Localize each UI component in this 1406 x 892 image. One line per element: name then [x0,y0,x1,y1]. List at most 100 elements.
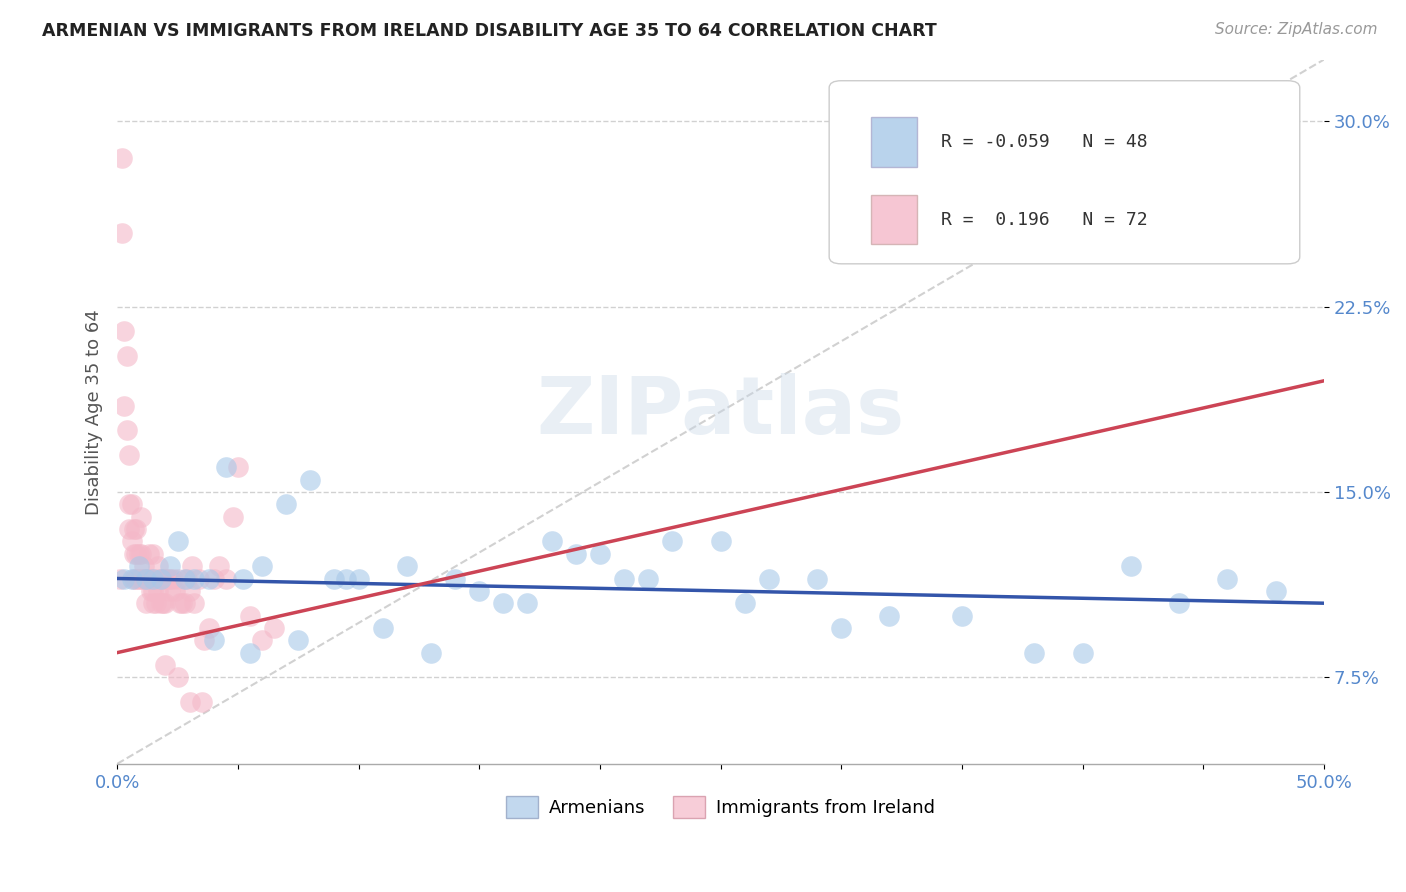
Text: Source: ZipAtlas.com: Source: ZipAtlas.com [1215,22,1378,37]
Point [142,596,165,610]
Point [132,572,155,586]
Point [347,572,370,586]
Point [132,559,155,574]
Point [263,621,285,635]
Point [830,621,852,635]
Point [166,534,188,549]
Point [112,325,135,339]
Point [166,572,188,586]
Point [589,547,612,561]
Point [125,547,148,561]
Point [128,547,150,561]
Point [159,559,181,574]
Point [149,596,172,610]
Text: R =  0.196   N = 72: R = 0.196 N = 72 [942,211,1149,228]
Point [207,559,229,574]
FancyBboxPatch shape [872,117,917,167]
Point [250,559,273,574]
Point [131,547,153,561]
Point [758,572,780,586]
Point [239,608,262,623]
Point [879,608,901,623]
Point [135,572,157,586]
Point [148,559,170,574]
Point [155,657,177,672]
Point [492,596,515,610]
Point [1071,646,1094,660]
Point [112,399,135,413]
Point [419,646,441,660]
Point [179,695,201,709]
Point [709,534,731,549]
Point [1264,583,1286,598]
Point [122,572,145,586]
Point [1119,559,1142,574]
Point [215,460,238,475]
Point [1024,646,1046,660]
Point [148,583,170,598]
Point [444,572,467,586]
Point [239,646,262,660]
FancyBboxPatch shape [830,81,1299,264]
Point [138,572,160,586]
Point [112,572,135,586]
Point [159,583,181,598]
Point [118,522,141,536]
Point [142,583,165,598]
Point [152,572,174,586]
FancyBboxPatch shape [872,195,917,244]
Point [159,572,181,586]
Point [121,572,143,586]
Point [169,596,191,610]
Y-axis label: Disability Age 35 to 64: Disability Age 35 to 64 [86,309,103,515]
Point [183,572,205,586]
Point [250,633,273,648]
Point [202,633,225,648]
Text: ZIPatlas: ZIPatlas [537,373,904,450]
Point [734,596,756,610]
Point [950,608,973,623]
Point [173,572,195,586]
Text: ARMENIAN VS IMMIGRANTS FROM IRELAND DISABILITY AGE 35 TO 64 CORRELATION CHART: ARMENIAN VS IMMIGRANTS FROM IRELAND DISA… [42,22,936,40]
Point [198,621,221,635]
Point [121,534,143,549]
Point [139,583,162,598]
Point [152,596,174,610]
Point [149,572,172,586]
Point [135,596,157,610]
Point [181,559,204,574]
Point [1216,572,1239,586]
Point [131,509,153,524]
Point [111,226,134,240]
Point [371,621,394,635]
Point [145,572,167,586]
Point [149,572,172,586]
Point [287,633,309,648]
Point [156,572,179,586]
Point [299,473,322,487]
Point [138,547,160,561]
Point [125,572,148,586]
Point [122,522,145,536]
Point [1168,596,1191,610]
Point [155,572,177,586]
Point [165,583,187,598]
Point [193,633,215,648]
Point [125,522,148,536]
Point [142,572,165,586]
Point [516,596,538,610]
Point [173,596,195,610]
Point [198,572,221,586]
Point [155,596,177,610]
Text: R = -0.059   N = 48: R = -0.059 N = 48 [942,133,1149,151]
Point [188,572,211,586]
Point [179,583,201,598]
Point [637,572,659,586]
Point [468,583,491,598]
Point [172,596,194,610]
Point [335,572,357,586]
Legend: Armenians, Immigrants from Ireland: Armenians, Immigrants from Ireland [499,789,942,825]
Point [323,572,346,586]
Point [135,572,157,586]
Point [540,534,562,549]
